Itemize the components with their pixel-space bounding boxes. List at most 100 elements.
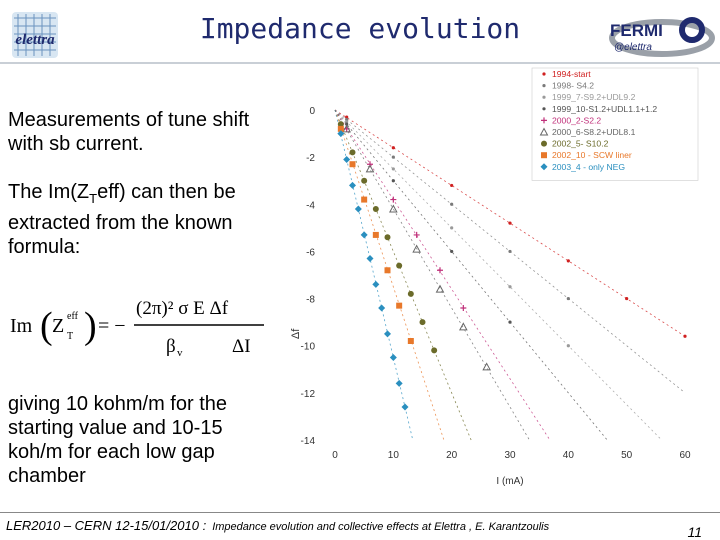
- data-point: [508, 249, 512, 254]
- legend-label: 1994-start: [552, 69, 591, 79]
- fit-line: [334, 109, 414, 441]
- y-tick-label: -6: [306, 247, 315, 258]
- data-point: [390, 196, 397, 203]
- formula-denominator-right: ΔI: [232, 336, 251, 357]
- result-text: giving 10 kohm/m for the starting value …: [8, 393, 227, 487]
- data-point: [337, 130, 345, 138]
- data-point: [683, 334, 687, 338]
- data-point: [388, 204, 398, 213]
- data-point: [437, 267, 443, 274]
- y-tick-label: -12: [301, 389, 316, 400]
- extract-prefix: The Im(Z: [8, 181, 90, 203]
- fit-line: [334, 109, 530, 441]
- data-point: [412, 244, 422, 253]
- page-number: 11: [687, 524, 702, 540]
- legend-marker: [540, 163, 548, 171]
- legend-marker: [541, 140, 547, 147]
- data-point: [396, 302, 403, 309]
- footer-divider: [0, 512, 720, 513]
- legend-label: 2002_10 - SCW liner: [552, 150, 632, 160]
- fit-line: [334, 109, 608, 441]
- legend-marker: [541, 117, 547, 124]
- data-point: [345, 115, 349, 119]
- data-point: [365, 164, 375, 173]
- data-point: [435, 284, 445, 293]
- data-point: [407, 290, 414, 297]
- legend-label: 2002_5- S10.2: [552, 139, 609, 149]
- data-point: [401, 403, 409, 411]
- footer-text: LER2010 – CERN 12-15/01/2010 : Impedance …: [6, 518, 549, 533]
- formula-im: Im: [10, 315, 33, 337]
- legend-label: 2000_6-S8.2+UDL8.1: [552, 127, 636, 137]
- data-point: [419, 319, 426, 326]
- title-divider: [0, 62, 720, 64]
- footer-conference: LER2010 – CERN 12-15/01/2010 :: [6, 518, 207, 533]
- data-point: [384, 330, 391, 338]
- data-point: [384, 267, 391, 274]
- data-point: [389, 354, 397, 361]
- data-point: [450, 183, 454, 188]
- formula-z-sub: T: [67, 331, 73, 342]
- data-point: [343, 156, 351, 163]
- data-point: [391, 167, 395, 171]
- data-point: [508, 320, 512, 324]
- data-point: [508, 285, 512, 289]
- data-point: [407, 338, 414, 344]
- y-tick-label: -2: [306, 153, 315, 164]
- data-point: [372, 231, 379, 238]
- data-point: [413, 231, 420, 238]
- data-point: [360, 231, 368, 239]
- legend-marker: [542, 84, 546, 88]
- y-tick-label: -10: [301, 342, 316, 353]
- legend-marker: [542, 107, 546, 111]
- y-tick-label: -14: [301, 436, 316, 447]
- data-point: [460, 305, 467, 311]
- formula-denominator-left-sub: v: [177, 347, 183, 359]
- data-point: [566, 296, 570, 301]
- x-tick-label: 50: [621, 450, 633, 461]
- fermi-nine-icon: [679, 17, 705, 43]
- y-tick-label: -4: [306, 200, 315, 211]
- y-tick-label: 0: [309, 106, 315, 117]
- data-point: [431, 347, 438, 354]
- legend-marker: [539, 127, 549, 136]
- data-point: [384, 234, 391, 241]
- data-point: [337, 121, 344, 128]
- data-point: [378, 304, 386, 312]
- x-tick-label: 10: [388, 450, 400, 461]
- legend-marker: [541, 152, 547, 159]
- data-point: [366, 255, 374, 262]
- data-point: [354, 205, 362, 213]
- formula-denominator-left: β: [166, 336, 176, 357]
- x-tick-label: 60: [679, 450, 691, 461]
- data-point: [349, 181, 356, 189]
- legend-marker: [542, 72, 546, 76]
- legend-marker: [542, 95, 546, 99]
- legend-label: 2003_4 - only NEG: [552, 162, 625, 172]
- fit-line: [334, 109, 445, 441]
- data-point: [566, 344, 570, 348]
- x-tick-label: 30: [504, 450, 516, 461]
- legend-label: 1999_10-S1.2+UDL1.1+1.2: [552, 104, 657, 114]
- data-point: [361, 196, 368, 203]
- data-point: [349, 149, 356, 156]
- data-point: [361, 177, 368, 184]
- data-point: [372, 280, 380, 288]
- data-point: [508, 221, 512, 225]
- x-tick-label: 20: [446, 450, 458, 461]
- legend-label: 1999_7-S9.2+UDL9.2: [552, 92, 636, 102]
- data-point: [337, 125, 344, 132]
- x-axis-label: I (mA): [496, 476, 523, 487]
- tune-shift-chart: 0-2-4-6-8-10-12-140 10 20 30 40 50 60I (mA)Δf …: [290, 67, 699, 487]
- tune-shift-formula: Im ( Z eff T ) = − (2π)² σ E Δf β v ΔI: [10, 298, 264, 359]
- data-point: [391, 179, 395, 183]
- formula-z: Z: [52, 315, 64, 337]
- fermi-logo-subtext: @elettra: [614, 42, 652, 53]
- data-point: [566, 259, 570, 263]
- data-point: [349, 161, 356, 168]
- page-title: Impedance evolution: [199, 12, 521, 45]
- formula-open-paren: (: [40, 305, 53, 347]
- fit-line: [334, 109, 662, 441]
- fermi-logo: FERMI @elettra: [609, 17, 715, 57]
- fermi-swoosh-icon: [609, 19, 715, 57]
